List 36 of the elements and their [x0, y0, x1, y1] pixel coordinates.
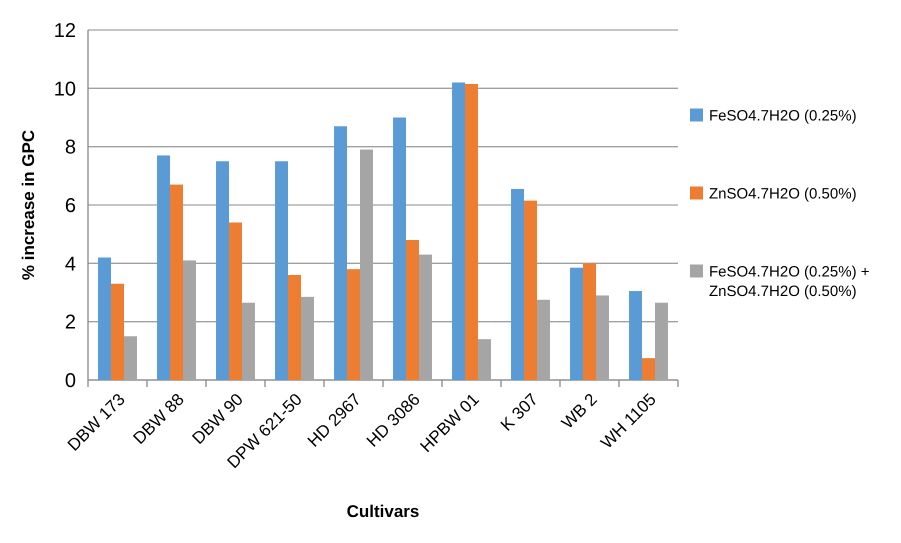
x-axis-title: Cultivars — [346, 502, 420, 521]
bar — [170, 184, 183, 380]
bar — [406, 240, 419, 380]
bar — [288, 275, 301, 380]
bar — [157, 155, 170, 380]
y-tick-label: 0 — [64, 370, 76, 392]
bar — [478, 339, 491, 380]
bar — [393, 118, 406, 380]
y-tick-label: 8 — [64, 136, 76, 159]
bar — [347, 269, 360, 380]
bar — [465, 84, 478, 380]
bar — [111, 284, 124, 380]
y-tick-label: 2 — [64, 312, 76, 334]
y-tick-label: 10 — [54, 78, 76, 100]
y-tick-label: 6 — [64, 195, 76, 217]
y-axis-title: % increase in GPC — [19, 130, 38, 280]
bar — [229, 222, 242, 380]
bar — [629, 291, 642, 380]
y-tick-label: 12 — [54, 20, 76, 42]
bar — [642, 358, 655, 380]
bar — [570, 268, 584, 380]
x-tick-label: WB 2 — [558, 390, 601, 433]
y-tick-label: 4 — [64, 253, 76, 276]
bar — [511, 188, 524, 380]
legend-label: ZnSO4.7H2O (0.50%) — [709, 185, 857, 202]
bar — [275, 161, 288, 380]
bar — [524, 200, 537, 380]
legend-label: FeSO4.7H2O (0.25%) — [709, 107, 857, 124]
bar — [98, 258, 112, 380]
legend-label: FeSO4.7H2O (0.25%) + ZnSO4.7H2O (0.50%) — [709, 263, 870, 300]
x-tick-label: K 307 — [496, 390, 542, 435]
bar — [583, 263, 596, 380]
bar — [334, 126, 348, 380]
bar — [216, 161, 230, 380]
bar — [452, 82, 466, 380]
bar — [124, 336, 137, 380]
